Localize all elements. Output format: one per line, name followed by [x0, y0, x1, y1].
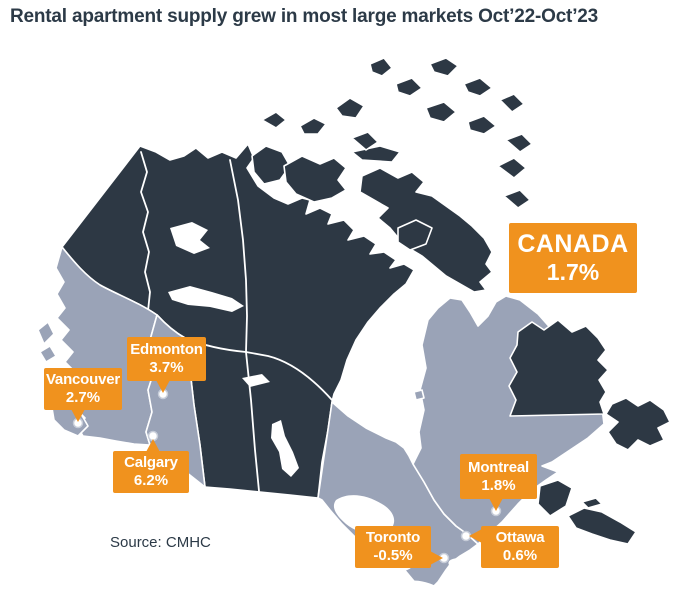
callout-toronto: Toronto -0.5%	[355, 526, 443, 568]
callout-montreal-value: 1.8%	[481, 476, 516, 494]
callout-vancouver: Vancouver 2.7%	[44, 368, 122, 422]
callout-ottawa: Ottawa 0.6%	[469, 526, 559, 568]
callout-tail-icon	[469, 529, 482, 543]
island-newfoundland	[605, 397, 671, 451]
callout-montreal-label: Montreal	[468, 458, 529, 476]
callout-calgary: Calgary 6.2%	[113, 439, 189, 493]
callout-calgary-label: Calgary	[124, 454, 178, 472]
lake-great-bear	[170, 222, 210, 254]
island-southampton	[397, 219, 433, 251]
callout-edmonton-label: Edmonton	[130, 341, 203, 359]
island-victoria	[283, 155, 347, 203]
callout-canada-value: 1.7%	[546, 259, 600, 286]
callout-tail-icon	[489, 498, 503, 511]
callout-ottawa-value: 0.6%	[502, 547, 538, 564]
lake-superior	[333, 495, 395, 535]
region-labrador	[508, 319, 609, 417]
lake-winnipeg	[271, 420, 299, 477]
source-note: Source: CMHC	[110, 534, 211, 551]
callout-tail-icon	[71, 409, 85, 422]
callout-vancouver-value: 2.7%	[65, 389, 101, 406]
callout-montreal: Montreal 1.8%	[460, 454, 537, 511]
callout-vancouver-label: Vancouver	[45, 371, 121, 389]
chart-title: Rental apartment supply grew in most lar…	[10, 6, 599, 27]
callout-toronto-value: -0.5%	[373, 547, 413, 564]
callout-tail-icon	[430, 551, 443, 565]
lake-athabasca	[242, 374, 270, 387]
lake-erie	[404, 580, 444, 598]
lake-great-slave	[168, 286, 244, 312]
arctic-islands	[261, 57, 533, 209]
callout-toronto-label: Toronto	[365, 529, 421, 547]
callout-tail-icon	[156, 380, 170, 393]
callout-edmonton: Edmonton 3.7%	[127, 337, 206, 393]
island-devon	[351, 145, 401, 163]
border-nwt-nunavut	[229, 159, 248, 353]
callout-tail-icon	[146, 439, 160, 452]
region-nova-scotia	[567, 507, 637, 545]
callout-ottawa-label: Ottawa	[495, 529, 545, 547]
callout-edmonton-value: 3.7%	[149, 359, 184, 376]
region-new-brunswick	[537, 479, 573, 517]
island-belcher	[413, 389, 425, 401]
callout-canada: CANADA 1.7%	[509, 223, 637, 293]
islands-haida-gwaii	[37, 321, 57, 363]
lake-ontario	[448, 557, 492, 577]
border-yukon-nwt	[140, 151, 151, 312]
border-sask-manitoba	[245, 351, 260, 492]
callout-canada-label: CANADA	[517, 229, 629, 258]
callout-calgary-value: 6.2%	[133, 472, 169, 489]
island-pei	[581, 497, 603, 509]
